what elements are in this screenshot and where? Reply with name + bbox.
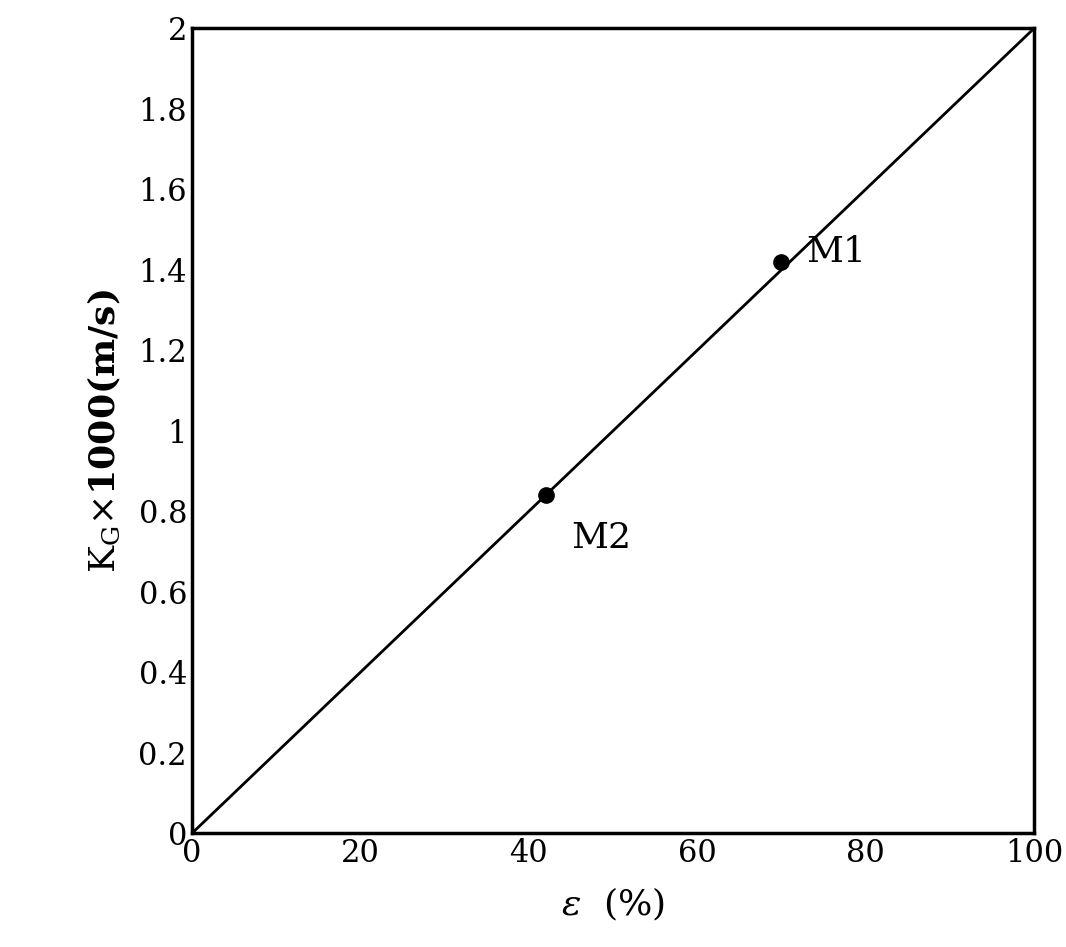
Y-axis label: $\rm K_G$$\times$1000(m/s): $\rm K_G$$\times$1000(m/s) — [84, 289, 122, 573]
Text: M2: M2 — [571, 521, 631, 555]
X-axis label: $\varepsilon$  (%): $\varepsilon$ (%) — [561, 885, 665, 923]
Text: M1: M1 — [807, 235, 867, 269]
